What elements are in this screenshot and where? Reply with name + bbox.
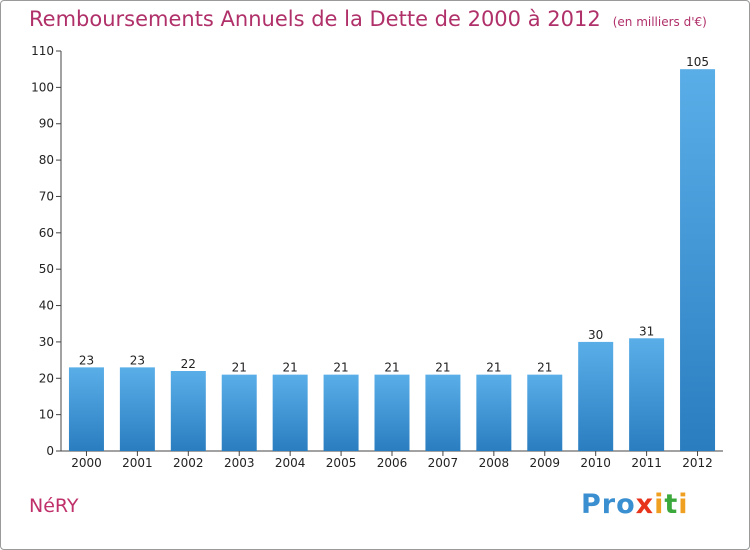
bar-2012 [680,69,716,451]
data-label: 21 [232,361,247,375]
bar-2011 [629,338,665,451]
bar-2001 [119,367,155,451]
x-tick-label: 2000 [71,456,102,470]
y-tick-label: 30 [39,335,54,349]
x-tick-label: 2006 [377,456,408,470]
x-tick-label: 2009 [529,456,560,470]
y-tick-label: 0 [46,444,54,458]
y-tick-label: 100 [31,80,54,94]
y-tick-label: 40 [39,299,54,313]
data-label: 30 [588,328,603,342]
y-tick-label: 60 [39,226,54,240]
data-label: 22 [181,357,196,371]
x-tick-label: 2003 [224,456,255,470]
proxiti-logo: Proxiti [581,489,689,520]
data-label: 21 [435,361,450,375]
bar-2004 [272,374,308,451]
data-label: 21 [486,361,501,375]
chart-title: Remboursements Annuels de la Dette de 20… [29,7,707,31]
bar-2008 [476,374,512,451]
bar-2002 [170,371,206,451]
x-tick-label: 2005 [326,456,357,470]
data-label: 23 [130,353,145,367]
bar-2000 [68,367,104,451]
commune-name: NéRY [29,495,79,517]
chart-title-main: Remboursements Annuels de la Dette de 20… [29,7,601,31]
x-tick-label: 2007 [428,456,459,470]
y-tick-label: 10 [39,408,54,422]
y-tick-label: 20 [39,371,54,385]
x-tick-label: 2004 [275,456,306,470]
data-label: 23 [79,353,94,367]
bar-2006 [374,374,410,451]
x-tick-label: 2012 [682,456,713,470]
y-tick-label: 110 [31,44,54,58]
data-label: 21 [333,361,348,375]
y-tick-label: 70 [39,189,54,203]
bar-2010 [578,341,614,451]
x-tick-label: 2008 [479,456,510,470]
x-tick-label: 2011 [631,456,662,470]
y-tick-label: 50 [39,262,54,276]
y-tick-label: 90 [39,117,54,131]
x-tick-label: 2002 [173,456,204,470]
chart-title-unit: (en milliers d'€) [612,15,707,29]
data-label: 31 [639,324,654,338]
x-tick-label: 2001 [122,456,153,470]
bar-2009 [527,374,563,451]
x-tick-label: 2010 [580,456,611,470]
data-label: 105 [686,55,709,69]
data-label: 21 [283,361,298,375]
bar-2005 [323,374,359,451]
data-label: 21 [537,361,552,375]
bar-2003 [221,374,257,451]
data-label: 21 [384,361,399,375]
y-tick-label: 80 [39,153,54,167]
bar-2007 [425,374,461,451]
